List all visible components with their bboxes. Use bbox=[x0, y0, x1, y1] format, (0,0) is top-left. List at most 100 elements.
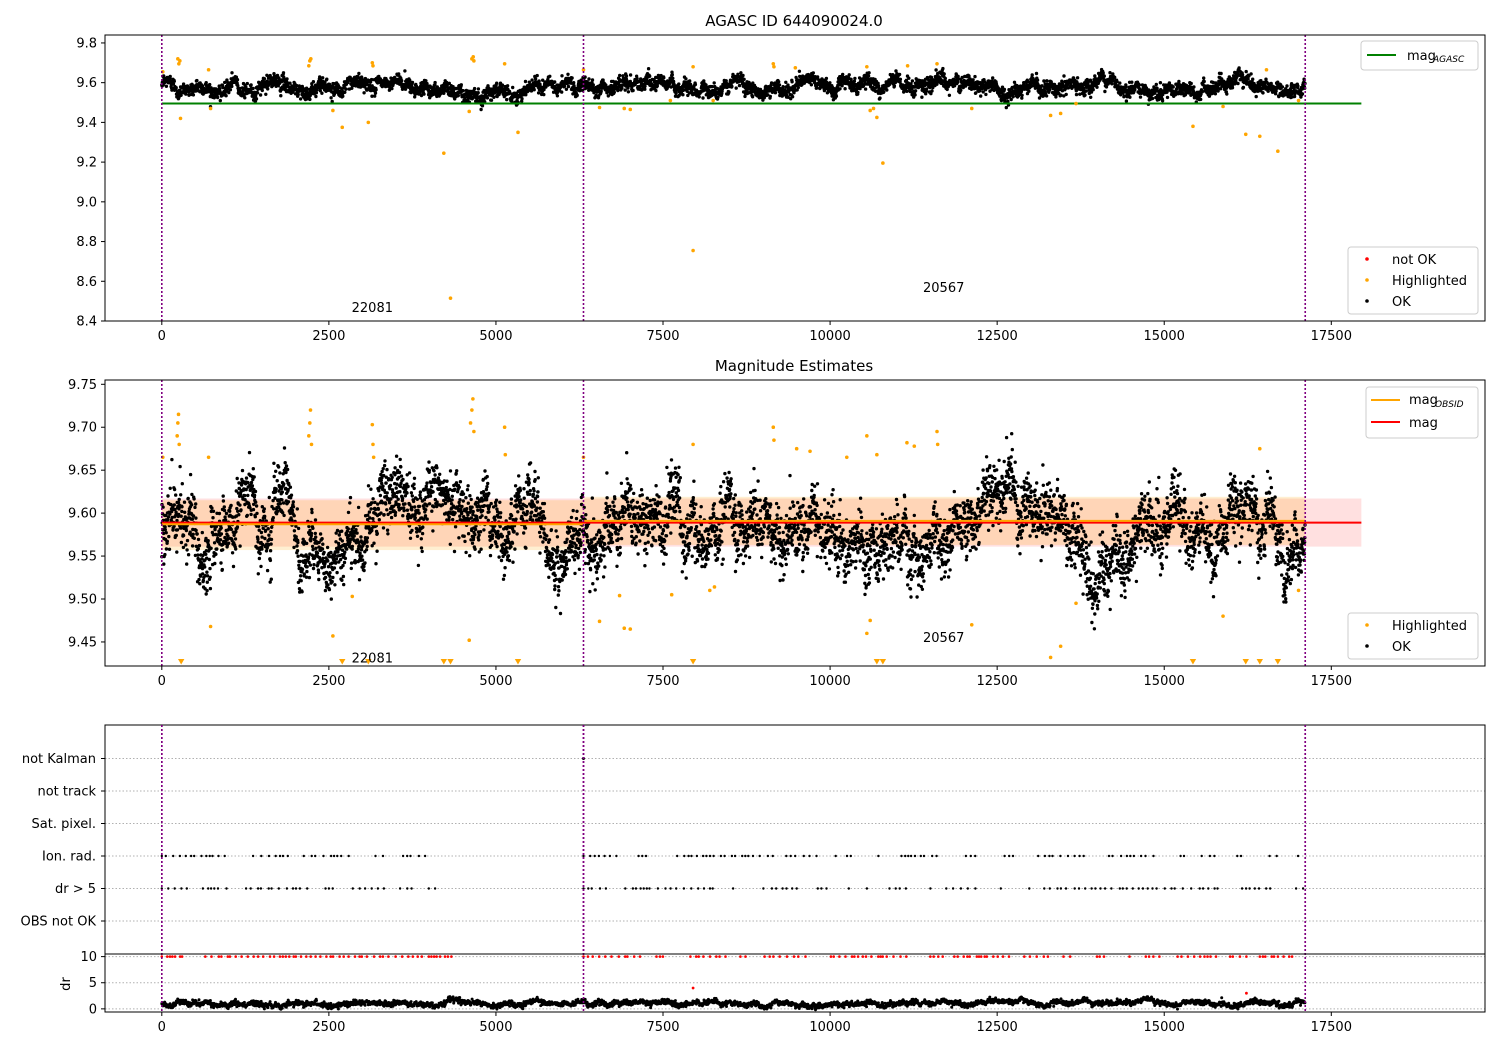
y-tick-label: 9.0 bbox=[76, 195, 97, 210]
highlighted-point bbox=[868, 108, 872, 113]
highlighted-point bbox=[371, 63, 375, 68]
below-range-marker bbox=[440, 659, 448, 665]
highlighted-point bbox=[309, 442, 314, 447]
y-tick-label: 9.2 bbox=[76, 156, 97, 171]
x-tick-label: 10000 bbox=[809, 1020, 850, 1035]
dr-not-ok-point bbox=[691, 986, 695, 990]
highlighted-point bbox=[206, 455, 211, 460]
highlighted-point bbox=[905, 63, 910, 68]
highlighted-point bbox=[691, 442, 695, 447]
flag-row-label: not track bbox=[37, 785, 96, 800]
x-tick-label: 17500 bbox=[1311, 674, 1352, 689]
highlighted-point bbox=[1058, 111, 1063, 116]
highlighted-point bbox=[208, 106, 213, 111]
highlighted-point bbox=[793, 65, 798, 70]
highlighted-point bbox=[712, 585, 717, 589]
highlighted-point bbox=[176, 412, 181, 417]
highlighted-point bbox=[668, 98, 673, 103]
highlighted-point bbox=[1074, 601, 1078, 606]
legend-agasc-subscript: AGASC bbox=[1432, 55, 1465, 65]
highlighted-point bbox=[1074, 101, 1078, 106]
panel-agasc-legend-line[interactable]: mag AGASC bbox=[1360, 40, 1479, 71]
legend-ok-label: OK bbox=[1392, 295, 1411, 310]
below-range-marker bbox=[365, 659, 372, 665]
highlighted-point bbox=[628, 627, 633, 631]
panel-dr-ylabel: dr bbox=[59, 977, 74, 991]
x-tick-label: 5000 bbox=[479, 329, 512, 344]
highlighted-point bbox=[865, 434, 869, 438]
highlighted-point bbox=[177, 442, 181, 447]
highlighted-point bbox=[1264, 67, 1269, 72]
x-tick-label: 7500 bbox=[646, 1020, 679, 1035]
highlighted-point bbox=[176, 421, 180, 425]
highlighted-point bbox=[370, 61, 375, 65]
highlighted-point bbox=[470, 408, 474, 412]
highlighted-point bbox=[871, 106, 876, 111]
y-tick-label: 9.6 bbox=[76, 76, 97, 91]
panel-mag-estimates-title: Magnitude Estimates bbox=[715, 357, 873, 375]
panel-dr-plot: 0 2500 5000 7500 10000 12500 15000 17500 0 5 10 bbox=[80, 725, 1485, 1035]
panel-mag-estimates: Magnitude Estimates 0 2500 5000 7500 10000 12… bbox=[68, 357, 1486, 689]
below-range-marker bbox=[1242, 659, 1249, 665]
highlighted-point bbox=[502, 61, 507, 66]
highlighted-point bbox=[366, 120, 371, 125]
highlighted-point bbox=[468, 421, 473, 425]
panel-mag-estimates-legend-lines[interactable]: mag OBSID mag bbox=[1365, 386, 1479, 439]
highlighted-point bbox=[935, 442, 940, 447]
highlighted-point bbox=[622, 626, 627, 631]
highlighted-point bbox=[467, 638, 472, 643]
highlighted-point bbox=[771, 425, 776, 430]
panel-agasc-plot: 0 2500 5000 7500 10000 12500 15000 17500 8.4 8.6 8… bbox=[76, 35, 1362, 344]
panel-agasc-legend-points[interactable]: not OK Highlighted OK bbox=[1347, 246, 1479, 315]
highlighted-point bbox=[1221, 104, 1225, 109]
highlighted-point bbox=[448, 296, 453, 300]
highlighted-point bbox=[340, 125, 345, 130]
highlighted-point bbox=[581, 67, 586, 72]
highlighted-point bbox=[175, 434, 179, 438]
y-tick-label: 8.4 bbox=[76, 315, 97, 330]
y-tick-label: 8.6 bbox=[76, 275, 97, 290]
highlighted-point bbox=[865, 631, 869, 636]
highlighted-point bbox=[597, 619, 602, 624]
y-tick-label: 0 bbox=[89, 1002, 97, 1017]
flag-row-label: OBS not OK bbox=[21, 915, 97, 930]
highlighted-point bbox=[208, 624, 213, 629]
y-tick-label: 9.50 bbox=[68, 593, 97, 608]
highlighted-point bbox=[467, 109, 472, 114]
highlighted-point bbox=[628, 107, 633, 112]
x-tick-label: 7500 bbox=[646, 674, 679, 689]
legend-not-ok-label: not OK bbox=[1392, 253, 1437, 268]
highlighted-point bbox=[1296, 588, 1301, 593]
highlighted-point bbox=[1048, 113, 1053, 118]
highlighted-point bbox=[865, 64, 869, 69]
highlighted-point bbox=[905, 440, 909, 445]
highlighted-point bbox=[1243, 132, 1248, 137]
highlighted-point bbox=[503, 452, 508, 457]
panel-mag-estimates-legend-points[interactable]: Highlighted OK bbox=[1347, 612, 1479, 660]
below-range-marker bbox=[879, 659, 887, 665]
below-range-marker bbox=[689, 659, 697, 665]
panel-agasc-title: AGASC ID 644090024.0 bbox=[705, 12, 883, 30]
highlighted-point bbox=[471, 55, 476, 59]
highlighted-point bbox=[794, 446, 799, 451]
highlighted-point bbox=[350, 594, 355, 599]
below-range-marker bbox=[1274, 659, 1282, 665]
x-tick-label: 2500 bbox=[312, 329, 345, 344]
legend-agasc-label: mag bbox=[1407, 49, 1436, 64]
x-tick-label: 12500 bbox=[976, 329, 1017, 344]
flag-row-label: Sat. pixel. bbox=[32, 817, 96, 832]
highlighted-point bbox=[772, 438, 776, 442]
below-range-marker bbox=[1256, 659, 1263, 665]
y-tick-label: 10 bbox=[80, 950, 97, 965]
highlighted-point bbox=[1058, 644, 1063, 649]
highlighted-point bbox=[772, 64, 776, 69]
highlighted-point bbox=[935, 429, 939, 434]
flag-row-label: Ion. rad. bbox=[42, 850, 96, 865]
highlighted-point bbox=[516, 130, 520, 135]
y-tick-label: 8.8 bbox=[76, 235, 97, 250]
legend-ok-label-2: OK bbox=[1392, 640, 1411, 655]
highlighted-point bbox=[969, 622, 974, 627]
obsid-label: 20567 bbox=[923, 281, 964, 296]
highlighted-point bbox=[912, 444, 917, 448]
